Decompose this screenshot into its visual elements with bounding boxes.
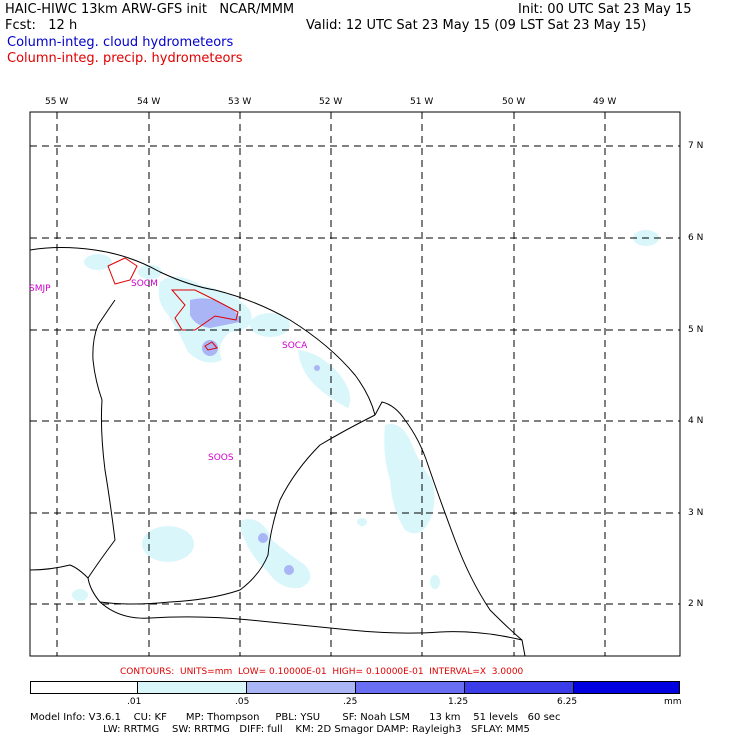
cloud-patch bbox=[72, 589, 88, 601]
colorbar-tick: .01 bbox=[127, 697, 142, 707]
cloud-patch bbox=[384, 424, 435, 534]
colorbar-segment bbox=[574, 682, 679, 693]
lon-label-53w: 53 W bbox=[228, 97, 252, 107]
colorbar-unit: mm bbox=[664, 697, 682, 707]
lat-label-4n: 4 N bbox=[688, 416, 704, 426]
colorbar bbox=[30, 681, 680, 694]
lat-label-7n: 7 N bbox=[688, 141, 704, 151]
border bbox=[99, 601, 523, 641]
valid-time: Valid: 12 UTC Sat 23 May 15 (09 LST Sat … bbox=[306, 18, 647, 33]
map-frame bbox=[29, 111, 681, 657]
coastlines-borders bbox=[29, 247, 526, 657]
model-info-line1: Model Info: V3.6.1 CU: KF MP: Thompson P… bbox=[30, 712, 561, 723]
lon-label-51w: 51 W bbox=[410, 97, 434, 107]
legend-precip-hydrometeors: Column-integ. precip. hydrometeors bbox=[7, 51, 243, 66]
lat-lon-grid bbox=[30, 112, 680, 656]
station-label-soca: SOCA bbox=[282, 341, 308, 351]
colorbar-segment bbox=[465, 682, 574, 693]
lat-label-2n: 2 N bbox=[688, 599, 704, 609]
cloud-patch bbox=[357, 518, 367, 526]
cloud-patch bbox=[250, 313, 290, 337]
cloud-core bbox=[314, 365, 320, 371]
precip-contour bbox=[107, 257, 138, 285]
colorbar-segment bbox=[356, 682, 465, 693]
cloud-core bbox=[284, 565, 294, 575]
contours-info: CONTOURS: UNITS=mm LOW= 0.10000E-01 HIGH… bbox=[120, 667, 524, 677]
coastline bbox=[374, 401, 526, 657]
lat-label-5n: 5 N bbox=[688, 325, 704, 335]
cloud-patch bbox=[298, 350, 351, 408]
lon-label-54w: 54 W bbox=[137, 97, 161, 107]
precip-contour bbox=[204, 341, 218, 351]
cloud-shading-light bbox=[72, 230, 659, 601]
lat-label-6n: 6 N bbox=[688, 233, 704, 243]
cloud-patch bbox=[240, 519, 311, 589]
lon-label-52w: 52 W bbox=[319, 97, 343, 107]
init-time: Init: 00 UTC Sat 23 May 15 bbox=[518, 2, 692, 17]
colorbar-tick: .05 bbox=[235, 697, 250, 707]
colorbar-tick: .25 bbox=[343, 697, 358, 707]
cloud-patch bbox=[430, 575, 440, 589]
colorbar-segment bbox=[31, 682, 138, 693]
forecast-hour: Fcst: 12 h bbox=[5, 18, 78, 33]
cloud-patch bbox=[142, 526, 194, 562]
colorbar-tick: 6.25 bbox=[557, 697, 578, 707]
precip-contour bbox=[170, 289, 239, 331]
coastline bbox=[29, 247, 376, 416]
lon-label-49w: 49 W bbox=[593, 97, 617, 107]
border bbox=[87, 299, 376, 605]
colorbar-segment bbox=[138, 682, 247, 693]
precip-contours bbox=[107, 257, 239, 351]
cloud-core bbox=[258, 533, 268, 543]
cloud-patch bbox=[84, 254, 112, 270]
legend-cloud-hydrometeors: Column-integ. cloud hydrometeors bbox=[7, 35, 234, 50]
lon-label-55w: 55 W bbox=[45, 97, 69, 107]
model-info-line2: LW: RRTMG SW: RRTMG DIFF: full KM: 2D Sm… bbox=[30, 724, 530, 735]
map-title: HAIC-HIWC 13km ARW-GFS init NCAR/MMM bbox=[5, 2, 295, 17]
cloud-patch bbox=[138, 265, 162, 279]
station-label-soos: SOOS bbox=[208, 453, 234, 463]
border bbox=[29, 564, 89, 579]
cloud-core bbox=[190, 298, 240, 328]
lon-label-50w: 50 W bbox=[502, 97, 526, 107]
colorbar-segment bbox=[247, 682, 356, 693]
colorbar-tick: 1.25 bbox=[448, 697, 469, 707]
lat-label-3n: 3 N bbox=[688, 508, 704, 518]
station-label-smjp: SMJP bbox=[29, 284, 51, 294]
station-label-socm: SOCM bbox=[131, 279, 158, 289]
